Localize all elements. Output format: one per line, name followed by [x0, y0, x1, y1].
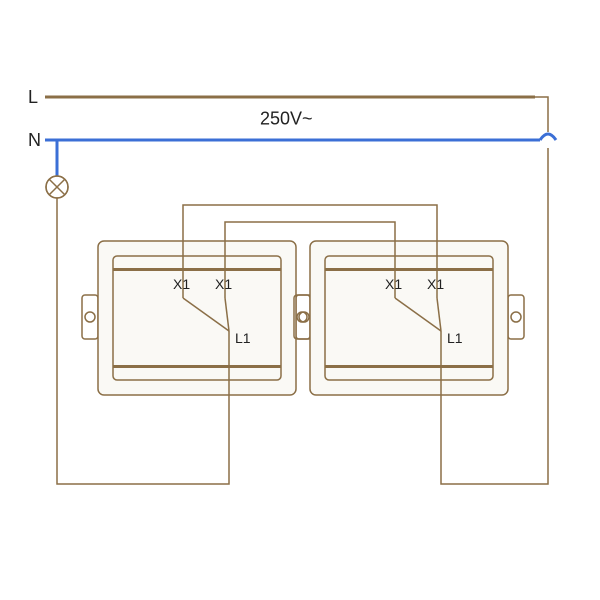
- label-L1: L1: [447, 330, 463, 346]
- label-X1: X1: [215, 276, 232, 292]
- label-voltage: 250V~: [260, 109, 313, 129]
- wire-L1-right-up: [535, 97, 548, 132]
- label-N: N: [28, 130, 41, 150]
- label-X1: X1: [385, 276, 402, 292]
- label-L: L: [28, 87, 38, 107]
- label-L1: L1: [235, 330, 251, 346]
- label-X1: X1: [173, 276, 190, 292]
- label-X1: X1: [427, 276, 444, 292]
- circuit-diagram: L N 250V~ X1 X1 L1 X1 X1 L1: [0, 0, 600, 600]
